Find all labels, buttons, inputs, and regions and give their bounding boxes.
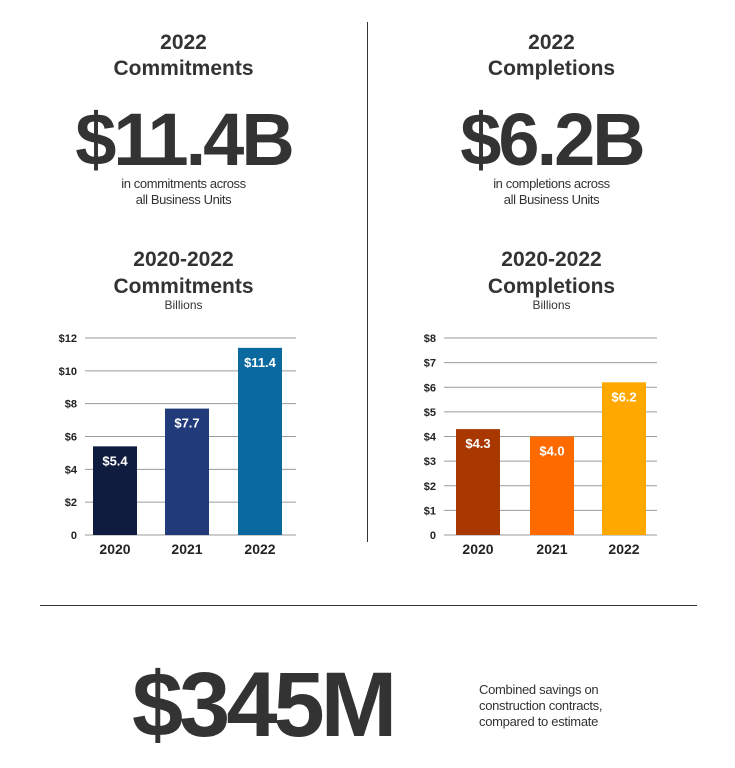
bar — [93, 446, 137, 535]
bar-value-label: $4.3 — [465, 436, 490, 451]
completions-desc-line1: in completions across — [493, 176, 610, 191]
bar — [456, 429, 500, 535]
y-tick-label: $3 — [424, 456, 436, 468]
bar — [165, 408, 209, 535]
commitments-heading-year: 2022 — [160, 31, 207, 54]
commitments-heading-title: Commitments — [113, 57, 254, 80]
bar-value-label: $5.4 — [102, 453, 128, 468]
x-tick-label: 2022 — [608, 541, 639, 557]
y-tick-label: $6 — [65, 432, 77, 444]
completions-desc-line2: all Business Units — [503, 192, 600, 207]
commitments-kpi-description: in commitments across all Business Units — [0, 176, 367, 208]
y-tick-label: $12 — [59, 333, 77, 345]
y-tick-label: $8 — [424, 333, 436, 345]
completions-heading: 2022 Completions — [368, 30, 735, 82]
commitments-kpi-value: $11.4B — [75, 98, 295, 181]
completions-chart-heading-title: Completions — [487, 275, 616, 298]
y-tick-label: $5 — [424, 407, 436, 419]
vertical-divider — [367, 22, 368, 542]
commitments-chart-heading: 2020-2022 Commitments — [0, 246, 367, 300]
completions-heading-title: Completions — [487, 57, 616, 80]
y-tick-label: 0 — [430, 530, 436, 542]
commitments-bar-chart: 0 $2 $4 $6 $8 $10 $12 $5.4 2020 $7.7 2021 $11.4 2022 — [59, 333, 296, 557]
completions-chart-heading-years: 2020-2022 — [501, 248, 602, 271]
bar — [238, 347, 282, 535]
bar-value-label: $11.4 — [244, 355, 277, 370]
y-tick-label: $8 — [65, 399, 77, 411]
commitments-chart-heading-years: 2020-2022 — [133, 248, 234, 271]
savings-value: $345M — [132, 654, 397, 756]
x-tick-label: 2020 — [99, 541, 130, 557]
y-tick-label: $2 — [424, 481, 436, 493]
y-tick-label: 0 — [71, 530, 77, 542]
savings-desc-line2: construction contracts, — [479, 698, 603, 713]
y-tick-label: $2 — [65, 497, 77, 509]
x-tick-label: 2021 — [171, 541, 202, 557]
bar — [602, 382, 646, 535]
commitments-chart-heading-title: Commitments — [113, 275, 254, 298]
y-tick-label: $4 — [65, 464, 78, 476]
y-tick-label: $7 — [424, 358, 436, 370]
completions-kpi-value: $6.2B — [460, 98, 645, 181]
x-tick-label: 2021 — [536, 541, 567, 557]
commitments-desc-line1: in commitments across — [121, 176, 246, 191]
completions-heading-year: 2022 — [528, 31, 575, 54]
bar-value-label: $7.7 — [174, 416, 199, 431]
bar-value-label: $6.2 — [611, 389, 636, 404]
savings-desc-line1: Combined savings on — [479, 682, 599, 697]
savings-description: Combined savings on construction contrac… — [479, 682, 602, 730]
y-tick-label: $6 — [424, 382, 436, 394]
completions-kpi-description: in completions across all Business Units — [368, 176, 735, 208]
commitments-heading: 2022 Commitments — [0, 30, 367, 82]
commitments-desc-line2: all Business Units — [135, 192, 232, 207]
x-tick-label: 2020 — [462, 541, 493, 557]
bar — [530, 436, 574, 535]
completions-chart-heading: 2020-2022 Completions — [368, 246, 735, 300]
commitments-chart-unit: Billions — [164, 298, 203, 312]
x-tick-label: 2022 — [244, 541, 275, 557]
y-tick-label: $10 — [59, 366, 77, 378]
bar-value-label: $4.0 — [539, 444, 564, 459]
y-tick-label: $4 — [424, 432, 437, 444]
horizontal-divider — [40, 605, 697, 606]
savings-desc-line3: compared to estimate — [479, 714, 599, 729]
completions-bar-chart: 0 $1 $2 $3 $4 $5 $6 $7 $8 $4.3 2020 $4.0 2021 $6.2 202… — [424, 333, 657, 557]
y-tick-label: $1 — [424, 505, 436, 517]
completions-chart-unit: Billions — [532, 298, 571, 312]
